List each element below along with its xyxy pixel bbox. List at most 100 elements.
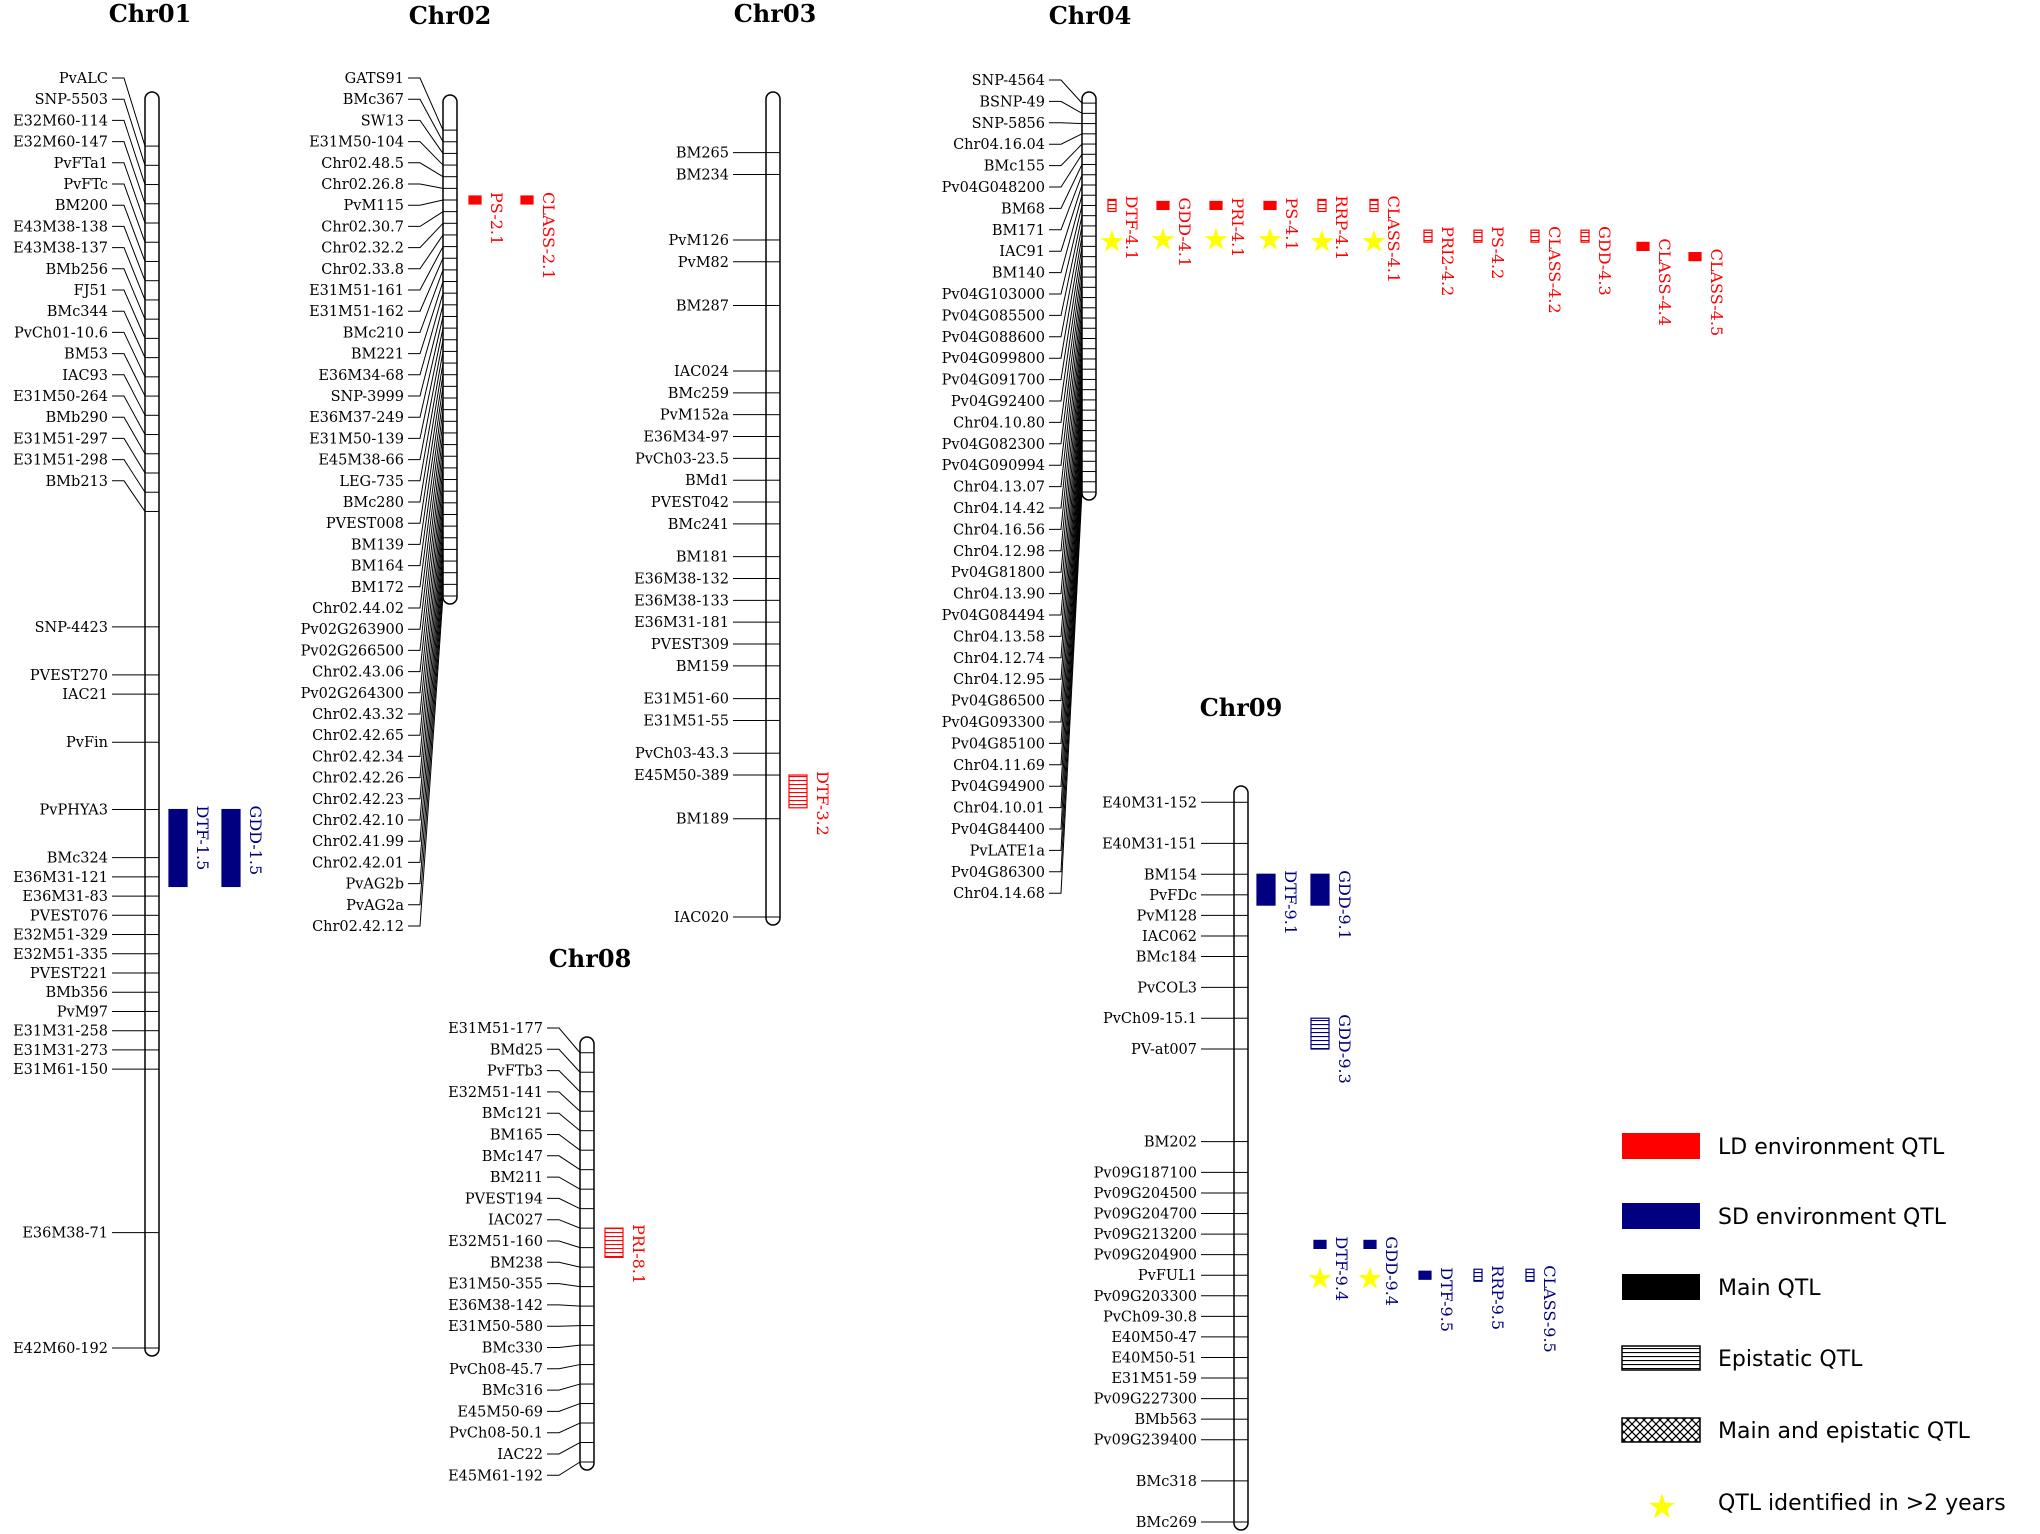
marker-label: Pv04G92400	[951, 394, 1045, 410]
marker-label: BM181	[676, 550, 729, 566]
marker-label: PvLATE1a	[970, 843, 1046, 859]
marker-connector	[1049, 79, 1083, 104]
marker-label: IAC062	[1142, 929, 1197, 945]
legend-swatch-main	[1622, 1274, 1700, 1300]
marker-label: E36M38-133	[634, 593, 729, 609]
marker-label: BMc210	[343, 325, 404, 341]
marker-label: LEG-735	[339, 474, 404, 490]
marker-label: E31M51-59	[1111, 1371, 1197, 1387]
marker-connector	[408, 339, 444, 461]
marker-label: BMd25	[490, 1042, 543, 1058]
qtl-label: GDD-4.1	[1175, 197, 1194, 267]
qtl-interval	[1310, 873, 1330, 906]
marker-label: IAC024	[674, 364, 729, 380]
marker-connector	[547, 1261, 581, 1268]
marker-connector	[408, 572, 444, 885]
qtl-interval	[520, 195, 534, 205]
marker-label: Pv04G090994	[942, 458, 1045, 474]
marker-label: Pv04G099800	[942, 351, 1045, 367]
marker-connector	[547, 1325, 581, 1327]
chromosome-title: Chr08	[549, 944, 632, 973]
marker-connector	[112, 395, 146, 435]
qtl-gdd-1-5: GDD-1.5	[221, 806, 265, 888]
qtl-pri-8-1: PRI-8.1	[604, 1224, 648, 1284]
qtl-interval	[1256, 873, 1276, 906]
qtl-class-2-1: CLASS-2.1	[520, 192, 558, 280]
marker-label: BMb256	[46, 262, 108, 278]
marker-connector	[408, 444, 444, 651]
marker-label: E31M50-355	[448, 1277, 543, 1293]
marker-label: Chr02.33.8	[321, 262, 404, 278]
marker-connector	[1049, 358, 1083, 616]
legend-swatch-epistatic	[1621, 1345, 1701, 1371]
marker-connector	[547, 1112, 581, 1132]
marker-label: Chr04.12.95	[953, 672, 1045, 688]
marker-label: SNP-4564	[972, 73, 1045, 89]
marker-label: PvFTa1	[54, 156, 108, 172]
qtl-class-4-2: CLASS-4.2	[1530, 226, 1564, 314]
qtl-label: DTF-9.1	[1281, 870, 1300, 935]
qtl-interval	[1530, 229, 1540, 243]
marker-connector	[547, 1197, 581, 1210]
marker-label: Chr04.11.69	[953, 758, 1045, 774]
marker-connector	[1049, 410, 1083, 723]
marker-connector	[1049, 440, 1083, 787]
marker-connector	[112, 331, 146, 378]
marker-label: Chr02.44.02	[312, 601, 404, 617]
marker-connector	[112, 459, 146, 493]
qtl-label: DTF-9.4	[1332, 1236, 1351, 1301]
marker-connector	[408, 316, 444, 418]
qtl-label: RRP-9.5	[1488, 1265, 1507, 1330]
marker-label: Pv04G091700	[942, 373, 1045, 389]
qtl-pri2-4-2: PRI2-4.2	[1423, 226, 1457, 296]
marker-label: PvFin	[66, 735, 108, 751]
marker-label: Pv02G263900	[301, 622, 404, 638]
marker-label: Chr04.12.98	[953, 544, 1045, 560]
marker-label: E36M31-181	[634, 615, 729, 631]
marker-label: BM171	[992, 223, 1045, 239]
marker-label: PVEST042	[651, 495, 729, 511]
marker-label: Chr02.42.12	[312, 919, 404, 935]
marker-connector	[112, 141, 146, 204]
chromosome-title: Chr03	[734, 0, 817, 28]
marker-connector	[408, 199, 444, 206]
marker-connector	[1049, 195, 1083, 274]
qtl-ps-4-2: PS-4.2	[1473, 226, 1507, 279]
qtl-dtf-9-1: DTF-9.1	[1256, 870, 1300, 935]
marker-connector	[1049, 174, 1083, 231]
marker-label: Pv02G264300	[301, 686, 404, 702]
chromosome-title: Chr04	[1049, 1, 1132, 30]
qtl-interval	[604, 1227, 624, 1258]
marker-connector	[1049, 307, 1083, 509]
qtl-interval	[1525, 1268, 1535, 1282]
marker-label: Chr04.14.68	[953, 886, 1045, 902]
marker-label: BMc316	[482, 1383, 543, 1399]
marker-connector	[547, 1344, 581, 1348]
marker-label: E45M61-192	[448, 1468, 543, 1484]
marker-label: BM53	[64, 347, 108, 363]
qtl-label: PRI-4.1	[1228, 197, 1247, 257]
marker-connector	[1049, 451, 1083, 809]
marker-connector	[1049, 236, 1083, 359]
qtl-label: PS-2.1	[487, 192, 506, 245]
marker-label: Pv09G204900	[1094, 1248, 1197, 1264]
marker-connector	[1049, 154, 1083, 188]
marker-connector	[408, 584, 444, 906]
marker-label: E31M51-161	[309, 283, 404, 299]
marker-label: Pv09G204500	[1094, 1186, 1197, 1202]
marker-connector	[408, 421, 444, 609]
star-icon: ★	[1309, 224, 1336, 259]
qtl-label: DTF-1.5	[193, 806, 212, 871]
marker-label: E31M61-150	[13, 1062, 108, 1078]
chromosome-chr09: E40M31-152 E40M31-151 BM154 PvFDc PvM128 IAC0…	[1094, 785, 1249, 1531]
marker-label: BM172	[351, 580, 404, 596]
marker-label: Pv04G084494	[942, 608, 1045, 624]
marker-connector	[112, 225, 146, 281]
marker-label: PvCOL3	[1137, 980, 1197, 996]
qtl-label: GDD-9.3	[1335, 1014, 1354, 1084]
qtl-interval	[1473, 229, 1483, 243]
marker-label: BMc184	[1136, 950, 1197, 966]
qtl-label: DTF-4.1	[1122, 195, 1141, 260]
marker-label: Pv04G85100	[951, 736, 1045, 752]
marker-label: BM154	[1144, 867, 1197, 883]
